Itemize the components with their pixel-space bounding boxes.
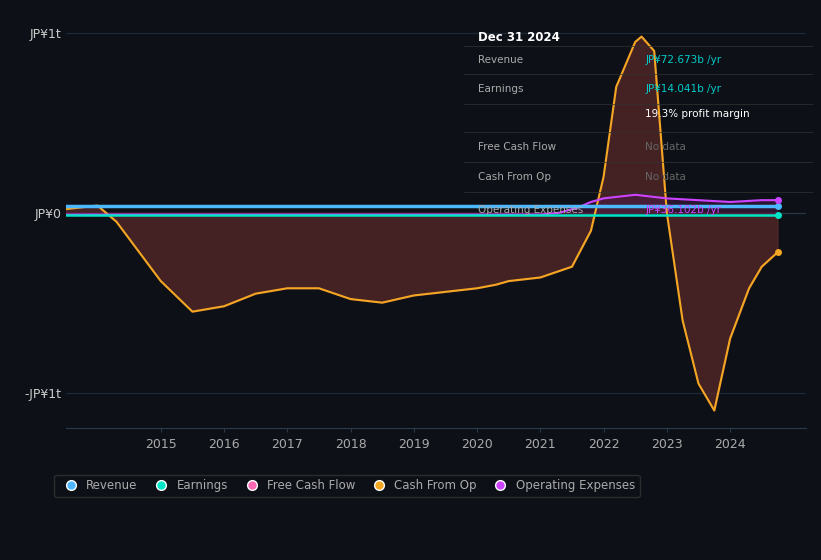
Text: No data: No data xyxy=(645,172,686,182)
Text: Free Cash Flow: Free Cash Flow xyxy=(478,142,556,152)
Text: Cash From Op: Cash From Op xyxy=(478,172,551,182)
Text: Dec 31 2024: Dec 31 2024 xyxy=(478,31,560,44)
Text: Revenue: Revenue xyxy=(478,55,523,65)
Text: JP¥14.041b /yr: JP¥14.041b /yr xyxy=(645,84,722,94)
Text: JP¥72.673b /yr: JP¥72.673b /yr xyxy=(645,55,722,65)
Text: No data: No data xyxy=(645,142,686,152)
Legend: Revenue, Earnings, Free Cash Flow, Cash From Op, Operating Expenses: Revenue, Earnings, Free Cash Flow, Cash … xyxy=(54,474,640,497)
Text: 19.3% profit margin: 19.3% profit margin xyxy=(645,109,750,119)
Text: Earnings: Earnings xyxy=(478,84,523,94)
Text: JP¥36.102b /yr: JP¥36.102b /yr xyxy=(645,204,722,214)
Text: Operating Expenses: Operating Expenses xyxy=(478,204,583,214)
